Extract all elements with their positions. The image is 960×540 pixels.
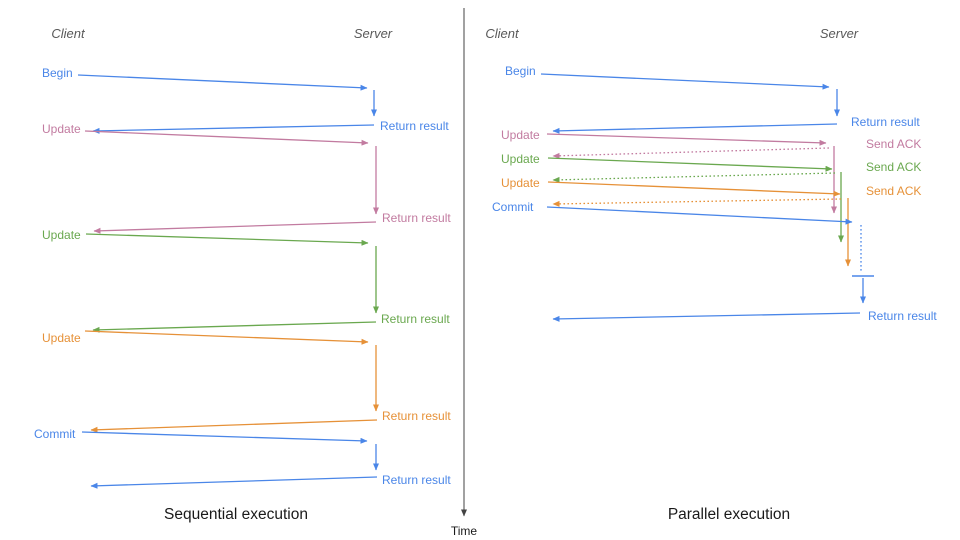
response-arrow	[90, 476, 378, 489]
ack-label: Send ACK	[866, 184, 921, 198]
message-label: Update	[501, 152, 540, 166]
response-arrow	[552, 123, 838, 134]
response-arrow	[552, 312, 861, 322]
ack-arrow	[552, 172, 836, 183]
par-message-update-3: Update Send ACK	[501, 176, 921, 267]
message-label: Update	[42, 228, 81, 242]
par-message-update-1: Update Send ACK	[501, 128, 921, 214]
request-arrow	[84, 130, 369, 146]
message-label: Update	[42, 331, 81, 345]
seq-message-update-3: Update Return result	[42, 330, 451, 433]
sequential-panel: Client Server Begin Return result Update…	[34, 26, 451, 523]
request-arrow	[81, 431, 368, 444]
message-label: Commit	[34, 427, 76, 441]
request-arrow	[547, 181, 841, 197]
client-header: Client	[485, 26, 520, 41]
message-label: Begin	[505, 64, 536, 78]
request-arrow	[546, 133, 827, 146]
response-label: Return result	[380, 119, 449, 133]
request-arrow	[547, 157, 833, 172]
ack-label: Send ACK	[866, 137, 921, 151]
time-axis: Time	[451, 8, 478, 538]
response-label: Return result	[382, 473, 451, 487]
response-label: Return result	[868, 309, 937, 323]
message-label: Commit	[492, 200, 534, 214]
ack-arrow	[552, 147, 830, 159]
seq-message-update-1: Update Return result	[42, 122, 451, 234]
request-arrow	[85, 233, 369, 246]
panel-title: Sequential execution	[164, 506, 308, 523]
message-label: Update	[42, 122, 81, 136]
response-arrow	[92, 321, 377, 333]
response-arrow	[92, 124, 375, 134]
par-message-update-2: Update Send ACK	[501, 152, 921, 243]
request-arrow	[546, 206, 853, 225]
server-header: Server	[820, 26, 859, 41]
response-arrow	[93, 221, 377, 234]
panel-title: Parallel execution	[668, 506, 790, 523]
ack-arrow	[552, 198, 842, 207]
response-label: Return result	[851, 115, 920, 129]
message-label: Begin	[42, 66, 73, 80]
seq-message-commit: Commit Return result	[34, 427, 451, 489]
request-arrow	[540, 73, 830, 90]
time-axis-label: Time	[451, 524, 478, 538]
message-label: Update	[501, 176, 540, 190]
request-arrow	[84, 330, 369, 345]
request-arrow	[77, 74, 368, 91]
response-label: Return result	[382, 409, 451, 423]
response-label: Return result	[381, 312, 450, 326]
parallel-panel: Client Server Begin Return result Update…	[485, 26, 937, 523]
client-header: Client	[51, 26, 86, 41]
response-label: Return result	[382, 211, 451, 225]
par-message-begin: Begin Return result	[505, 64, 920, 134]
message-label: Update	[501, 128, 540, 142]
response-arrow	[90, 419, 378, 433]
seq-message-begin: Begin Return result	[42, 66, 449, 134]
seq-message-update-2: Update Return result	[42, 228, 450, 333]
par-message-commit: Commit Return result	[492, 200, 937, 323]
ack-label: Send ACK	[866, 160, 921, 174]
server-header: Server	[354, 26, 393, 41]
